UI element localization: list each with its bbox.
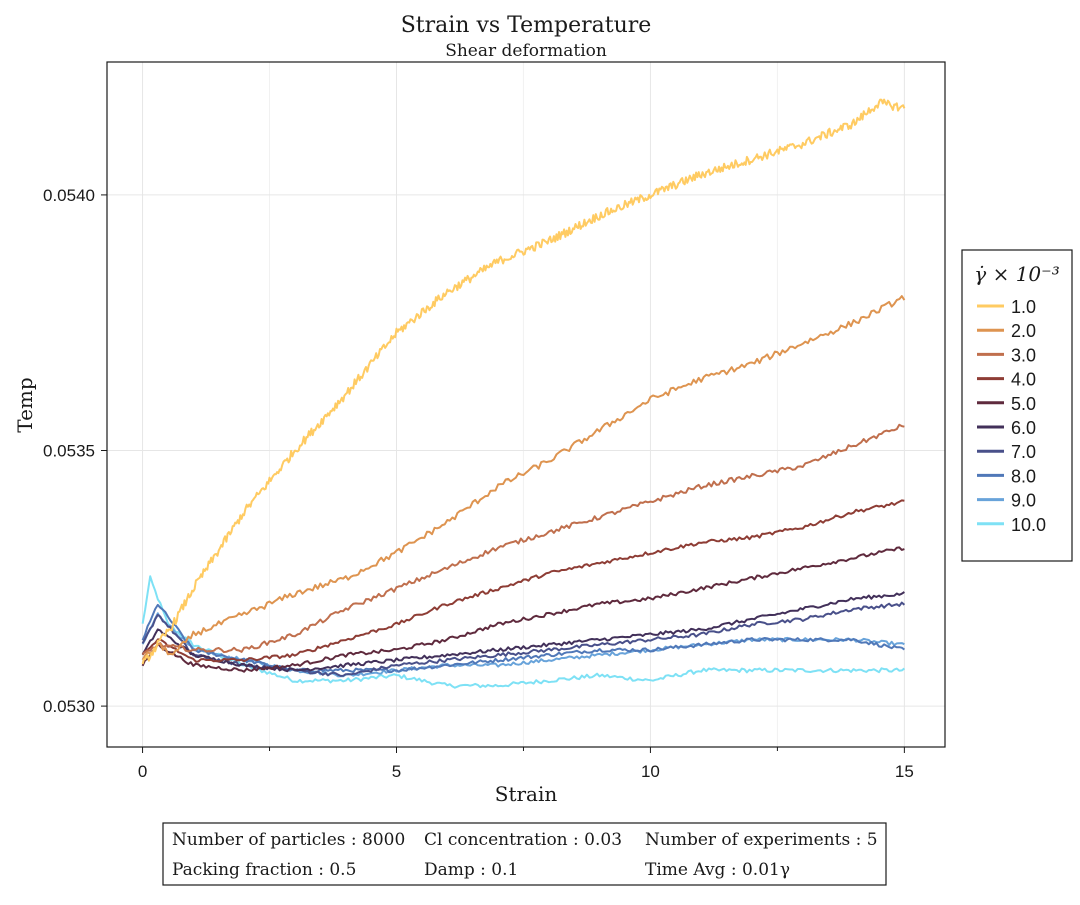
x-tick-label: 5 bbox=[392, 762, 401, 781]
chart-subtitle: Shear deformation bbox=[445, 41, 607, 61]
series-line-8.0 bbox=[141, 603, 905, 674]
info-experiments: Number of experiments : 5 bbox=[645, 830, 878, 850]
info-box-frame bbox=[162, 822, 887, 886]
legend-label: 4.0 bbox=[1011, 370, 1036, 390]
x-axis-label: Strain bbox=[495, 782, 558, 806]
y-tick-label: 0.0535 bbox=[43, 442, 95, 461]
legend-label: 10.0 bbox=[1011, 515, 1046, 535]
legend-label: 3.0 bbox=[1011, 345, 1036, 365]
series-line-1.0 bbox=[141, 98, 906, 665]
info-particles: Number of particles : 8000 bbox=[172, 830, 405, 850]
series-line-5.0 bbox=[141, 546, 905, 673]
series-line-4.0 bbox=[141, 499, 905, 663]
legend-label: 5.0 bbox=[1011, 394, 1036, 414]
legend: γ̇ × 10⁻³ 1.0 2.0 3.0 4.0 5.0 6.0 7.0 8.0 9.0 10.… bbox=[961, 249, 1073, 562]
legend-label: 1.0 bbox=[1011, 297, 1036, 317]
series-line-10.0 bbox=[141, 575, 906, 689]
series-lines bbox=[141, 98, 906, 689]
legend-label: 9.0 bbox=[1011, 491, 1036, 511]
chart-title: Strain vs Temperature bbox=[401, 13, 652, 38]
x-tick-label: 10 bbox=[641, 762, 660, 781]
series-line-3.0 bbox=[142, 423, 905, 655]
legend-title: γ̇ × 10⁻³ bbox=[974, 262, 1059, 286]
legend-label: 6.0 bbox=[1011, 418, 1036, 438]
info-damp: Damp : 0.1 bbox=[424, 860, 518, 880]
grid bbox=[107, 62, 945, 747]
legend-label: 8.0 bbox=[1011, 466, 1036, 486]
y-tick-label: 0.0540 bbox=[43, 186, 95, 205]
x-tick-label: 15 bbox=[895, 762, 914, 781]
y-tick-label: 0.0530 bbox=[43, 697, 95, 716]
series-line-2.0 bbox=[141, 295, 906, 661]
info-packing-fraction: Packing fraction : 0.5 bbox=[172, 860, 356, 880]
legend-items: 1.0 2.0 3.0 4.0 5.0 6.0 7.0 8.0 9.0 10.0 bbox=[977, 297, 1046, 535]
plot-frame bbox=[106, 61, 946, 748]
legend-label: 7.0 bbox=[1011, 442, 1036, 462]
legend-label: 2.0 bbox=[1011, 321, 1036, 341]
x-tick-label: 0 bbox=[138, 762, 147, 781]
info-box: Number of particles : 8000 Cl concentrat… bbox=[162, 822, 887, 886]
legend-frame bbox=[961, 249, 1073, 562]
axis-ticks: 0 5 10 15 0.0530 0.0535 0.0540 bbox=[43, 186, 914, 781]
y-axis-label: Temp bbox=[13, 377, 37, 432]
info-time-avg: Time Avg : 0.01γ bbox=[645, 860, 790, 880]
info-cl-concentration: Cl concentration : 0.03 bbox=[424, 830, 622, 850]
